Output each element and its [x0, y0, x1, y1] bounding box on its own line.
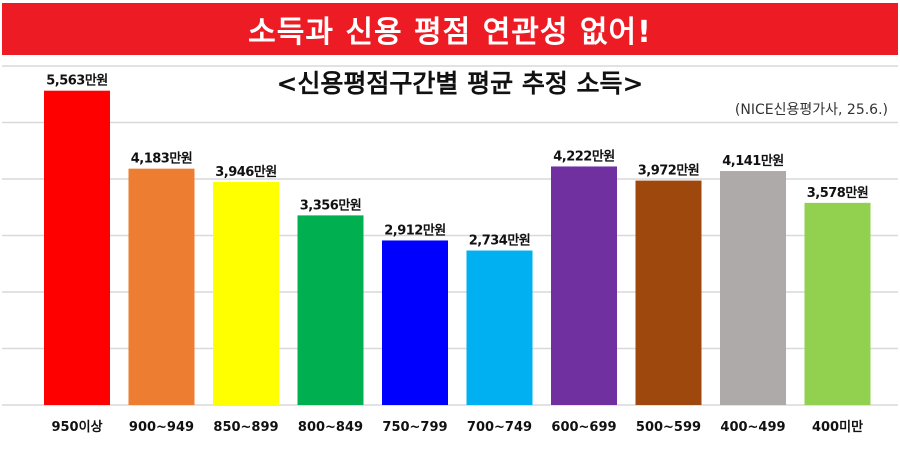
bar: [44, 90, 110, 406]
bar: [551, 166, 617, 405]
x-tick-label: 400미만: [812, 419, 863, 435]
data-label: 4,222만원: [553, 148, 615, 164]
bar: [213, 182, 279, 405]
data-label: 5,563만원: [46, 73, 108, 89]
bar: [382, 240, 448, 405]
data-label: 3,972만원: [638, 163, 700, 179]
headline-banner: 소득과 신용 평점 연관성 없어!: [2, 3, 898, 55]
bar: [466, 250, 533, 405]
data-label: 4,183만원: [131, 151, 193, 167]
x-tick-label: 700~749: [467, 420, 532, 435]
bar: [635, 180, 702, 405]
x-tick-label: 600~699: [551, 420, 616, 435]
bar: [128, 168, 195, 405]
data-label: 2,912만원: [384, 222, 446, 238]
x-tick-label: 900~949: [129, 420, 194, 435]
x-tick-label: 400~499: [720, 420, 785, 435]
headline-text: 소득과 신용 평점 연관성 없어!: [248, 15, 652, 50]
data-label: 3,946만원: [215, 164, 277, 180]
data-label: 3,578만원: [807, 185, 869, 201]
chart-source: (NICE신용평가사, 25.6.): [734, 102, 888, 118]
x-tick-label: 800~849: [298, 420, 363, 435]
x-tick-label: 750~799: [382, 420, 447, 435]
chart-title: <신용평점구간별 평균 추정 소득>: [276, 69, 644, 98]
x-tick-label: 950이상: [51, 419, 102, 435]
x-tick-label: 850~899: [213, 420, 278, 435]
bar: [297, 215, 364, 405]
data-label: 3,356만원: [300, 197, 362, 213]
data-label: 4,141만원: [722, 153, 784, 169]
bar: [804, 202, 871, 405]
bar: [720, 171, 786, 405]
data-label: 2,734만원: [469, 233, 531, 249]
x-tick-label: 500~599: [636, 420, 701, 435]
